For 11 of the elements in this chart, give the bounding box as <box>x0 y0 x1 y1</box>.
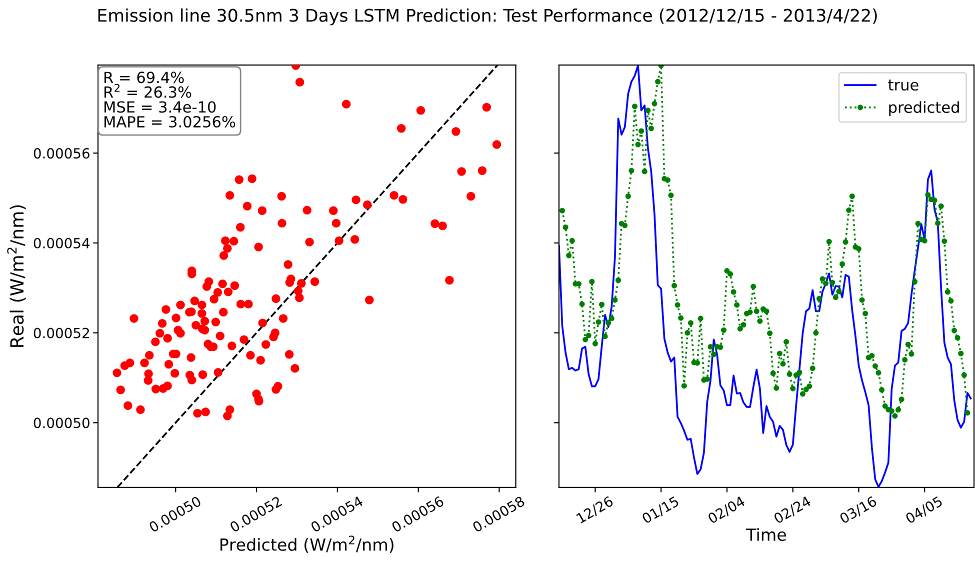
y-tick-label: 0.00052 <box>34 328 89 338</box>
chart-title: Emission line 30.5nm 3 Days LSTM Prediction: Test Performance (2012/12/15 - 2013/4/22) <box>98 8 877 26</box>
y-tick-label: 0.00056 <box>34 148 90 159</box>
legend-label: predicted <box>889 101 959 116</box>
y-axis-title: Real (W/m$^{2}$/nm) <box>7 205 26 347</box>
y-tick-label: 0.00054 <box>34 238 90 248</box>
y-tick-label: 0.00050 <box>34 418 90 428</box>
x-axis-title: Predicted (W/m$^{2}$/nm) <box>220 536 394 553</box>
legend-label: true <box>888 80 918 91</box>
x-axis-title: Time <box>746 528 786 541</box>
annotation: R = 69.4% R$^{2}$ = 26.3% MSE = 3.4e-10 MAPE = 3.0256% <box>104 72 236 128</box>
